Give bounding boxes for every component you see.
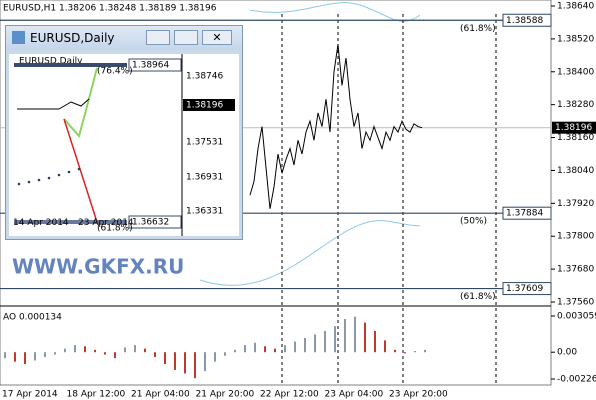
daily-label: EURUSD,Daily [19, 57, 83, 67]
window-icon [12, 31, 25, 44]
price-label: 1.37531 [186, 138, 223, 148]
y-tick-label: 1.37920 [557, 199, 594, 209]
close-button[interactable]: ✕ [202, 30, 232, 45]
y-tick-label: 1.37800 [557, 232, 594, 242]
level-label: 1.38964 [132, 61, 169, 71]
y-tick-label: 1.38160 [557, 133, 594, 143]
price-line [249, 44, 423, 209]
fib-label: (61.8%) [97, 224, 133, 234]
y-tick-label: -0.002264 [557, 375, 596, 385]
header: EURUSD,H1 1.38206 1.38248 1.38189 1.3819… [3, 4, 217, 14]
time-label: 21 Apr 20:00 [196, 390, 255, 400]
y-tick-label: 1.38040 [557, 166, 594, 176]
time-label: 22 Apr 12:00 [260, 390, 319, 400]
level-box [502, 13, 552, 27]
current-label: 1.38196 [555, 123, 592, 133]
watermark: WWW.GKFX.RU [12, 255, 184, 279]
fib-label: (50%) [460, 217, 487, 227]
date-label: 23 Apr 2014 [78, 218, 134, 228]
time-label: 21 Apr 04:00 [131, 390, 190, 400]
daily-window[interactable]: EURUSD,Daily ✕ EURUSD,Daily 1.38746 1.38… [5, 25, 243, 240]
price-label: 1.36331 [186, 207, 223, 217]
y-tick-label: 1.38400 [557, 67, 594, 77]
time-label: 17 Apr 2014 [2, 390, 58, 400]
title-bar: EURUSD,Daily ✕ [6, 26, 242, 50]
fib-label: (61.8%) [460, 292, 496, 302]
level-label: 1.37884 [506, 209, 543, 219]
level-label: 1.37609 [506, 284, 543, 294]
y-tick-label: 1.38280 [557, 100, 594, 110]
fib-label: (61.8%) [460, 24, 496, 34]
y-tick-label: 0.003059 [557, 312, 596, 322]
price-label: 1.36931 [186, 173, 223, 183]
y-tick-label: 1.37680 [557, 265, 594, 275]
level-box [502, 206, 552, 220]
y-tick-label: 0.00 [557, 348, 577, 358]
band-upper [249, 2, 421, 22]
level-box [128, 215, 182, 229]
price-label: 1.38746 [186, 72, 223, 82]
y-tick-label: 1.38520 [557, 34, 594, 44]
time-label: 23 Apr 04:00 [325, 390, 384, 400]
current-box [552, 121, 596, 134]
current-price: 1.38196 [186, 101, 223, 111]
fib-down [63, 118, 98, 223]
level-box [502, 282, 552, 296]
daily-chart: EURUSD,Daily 1.38746 1.38196 1.37531 1.3… [9, 54, 239, 236]
level-label: 1.36632 [132, 218, 169, 228]
current-box [183, 99, 235, 111]
date-label: 14 Apr 2014 [13, 218, 69, 228]
fib-label: (76.4%) [97, 67, 133, 77]
y-tick-label: 1.38640 [557, 2, 594, 12]
minimize-button[interactable] [146, 30, 170, 45]
fib-up [63, 67, 98, 139]
y-tick-label: 1.37560 [557, 298, 594, 308]
level-box [128, 58, 182, 72]
time-label: 18 Apr 12:00 [67, 390, 126, 400]
maximize-button[interactable] [174, 30, 198, 45]
window-title: EURUSD,Daily [30, 31, 115, 45]
level-label: 1.38588 [506, 16, 543, 26]
ao-label: AO 0.000134 [3, 313, 62, 323]
daily-price [17, 98, 90, 110]
band-lower [199, 220, 421, 286]
time-label: 23 Apr 20:00 [389, 390, 448, 400]
